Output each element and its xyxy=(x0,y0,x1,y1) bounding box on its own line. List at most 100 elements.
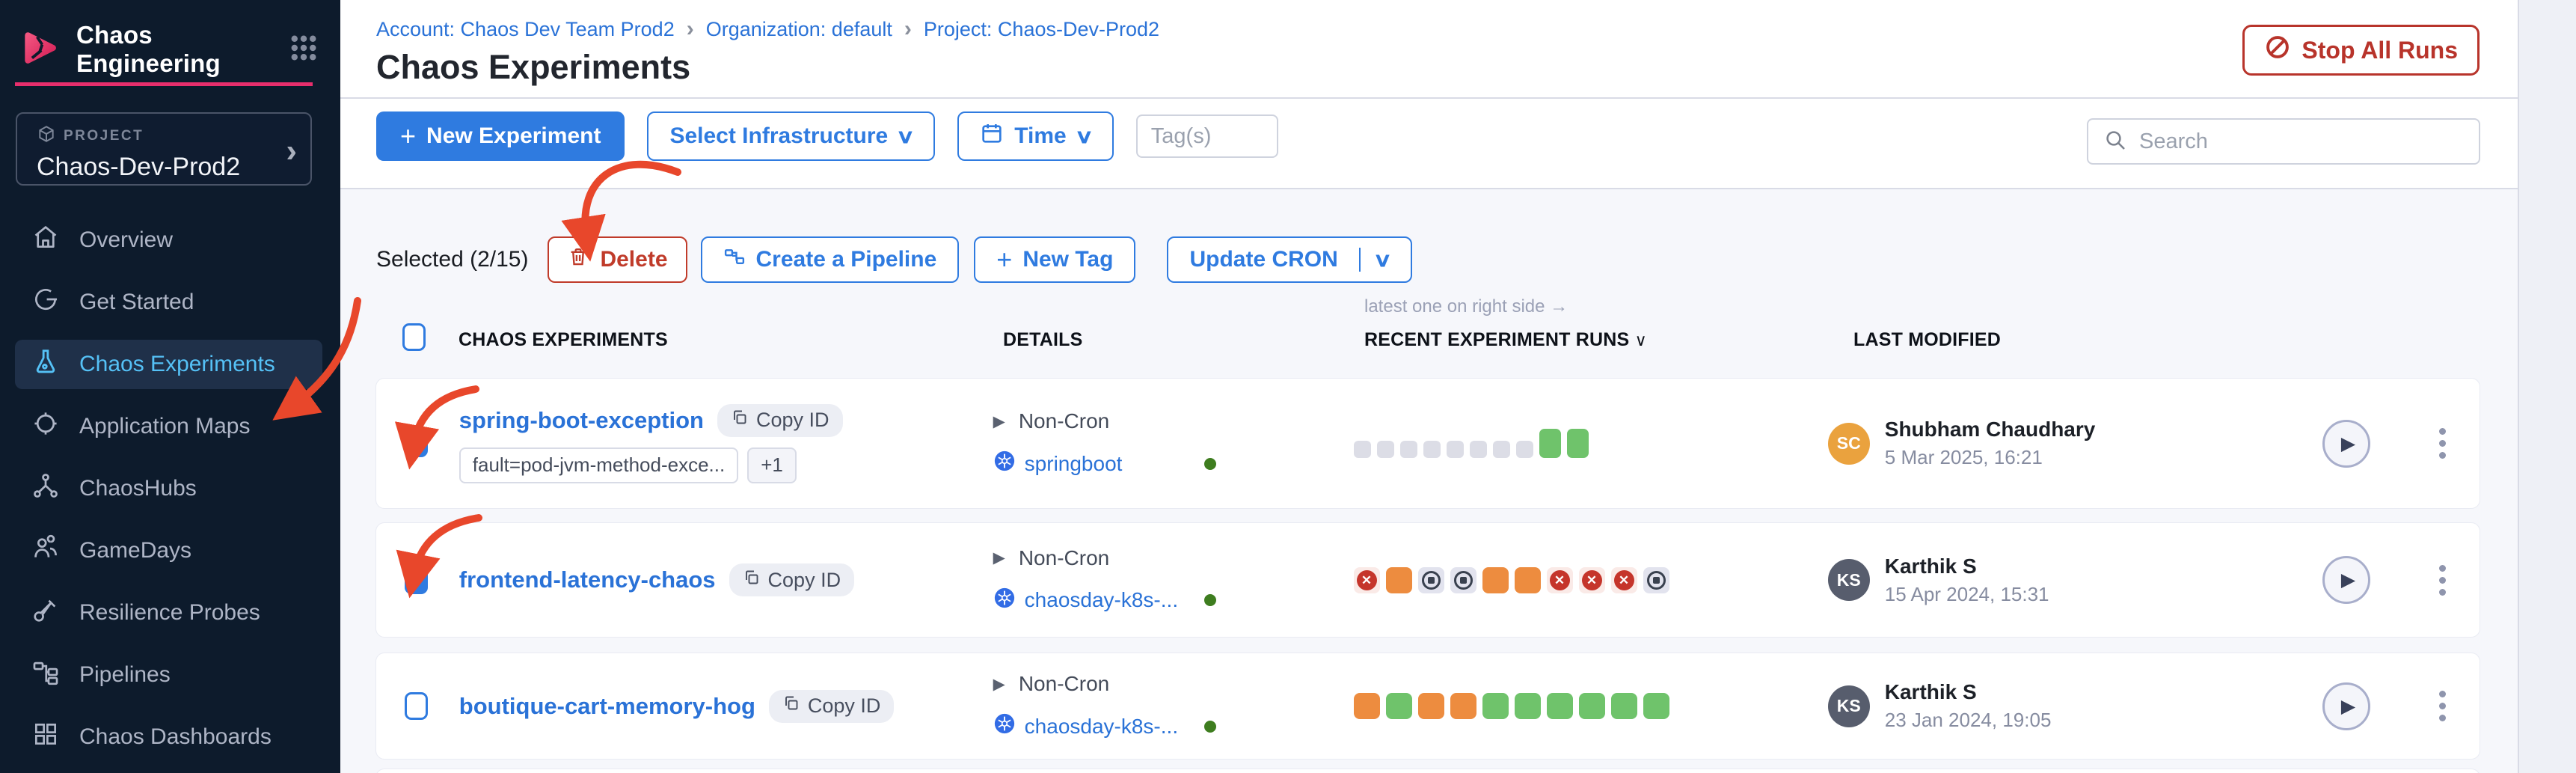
run-status-failed[interactable]: ✕ xyxy=(1578,566,1605,593)
run-status-pending[interactable] xyxy=(1446,441,1464,458)
sidebar-item-label: Application Maps xyxy=(79,414,251,439)
copy-id-button[interactable]: Copy ID xyxy=(768,689,895,723)
project-name: Chaos-Dev-Prod2 xyxy=(37,153,241,181)
sidebar-item-chaoshubs[interactable]: ChaosHubs xyxy=(15,464,322,513)
sidebar-item-label: GameDays xyxy=(79,538,192,563)
run-status-pending[interactable] xyxy=(1399,441,1417,458)
chevron-right-icon[interactable]: › xyxy=(286,132,297,169)
sidebar-item-chaos-experiments[interactable]: Chaos Experiments xyxy=(15,340,322,389)
toolbar: + New Experiment Select Infrastructure ∨… xyxy=(340,99,2518,189)
run-status-stopped[interactable] xyxy=(1643,566,1669,593)
cron-expand-icon[interactable]: ▶ xyxy=(993,412,1005,430)
probe-icon xyxy=(31,596,60,630)
run-status-pending[interactable] xyxy=(1376,441,1394,458)
run-status-failed[interactable]: ✕ xyxy=(1353,566,1380,593)
row-menu-kebab-icon[interactable] xyxy=(2433,422,2452,465)
run-status-failed[interactable]: ✕ xyxy=(1610,566,1637,593)
tags-filter-input[interactable] xyxy=(1135,114,1278,158)
run-status-error[interactable] xyxy=(1417,693,1444,719)
run-status-passed[interactable] xyxy=(1482,693,1509,719)
cron-expand-icon[interactable]: ▶ xyxy=(993,675,1005,693)
experiment-name-link[interactable]: boutique-cart-memory-hog xyxy=(459,692,755,719)
run-experiment-button[interactable]: ▶ xyxy=(2322,556,2371,604)
row-menu-kebab-icon[interactable] xyxy=(2433,559,2452,602)
run-status-passed_latest[interactable] xyxy=(1566,429,1589,458)
copy-icon xyxy=(782,694,800,718)
run-status-stopped[interactable] xyxy=(1450,566,1476,593)
infrastructure-link[interactable]: chaosday-k8s-... xyxy=(1024,588,1179,611)
run-status-error[interactable] xyxy=(1450,693,1476,719)
time-filter-dropdown[interactable]: Time ∨ xyxy=(957,111,1114,161)
more-tags-chip[interactable]: +1 xyxy=(747,447,797,483)
stop-all-runs-button[interactable]: Stop All Runs xyxy=(2242,25,2480,76)
run-status-pending[interactable] xyxy=(1423,441,1441,458)
run-status-stopped[interactable] xyxy=(1417,566,1444,593)
calendar-icon xyxy=(980,121,1004,151)
project-selector[interactable]: PROJECT Chaos-Dev-Prod2 › xyxy=(16,112,312,186)
run-status-error[interactable] xyxy=(1482,566,1509,593)
new-tag-button[interactable]: + New Tag xyxy=(974,236,1136,283)
schedule-type: Non-Cron xyxy=(1018,409,1110,433)
sidebar-item-gamedays[interactable]: GameDays xyxy=(15,526,322,575)
infrastructure-link[interactable]: chaosday-k8s-... xyxy=(1024,714,1179,738)
trash-icon xyxy=(567,245,589,274)
search-input[interactable] xyxy=(2139,129,2464,154)
infrastructure-link[interactable]: springboot xyxy=(1024,451,1123,475)
breadcrumb-organization[interactable]: Organization: default xyxy=(705,17,892,40)
sidebar-item-chaos-dashboards[interactable]: Chaos Dashboards xyxy=(15,712,322,762)
avatar: KS xyxy=(1827,559,1870,601)
run-status-passed_latest[interactable] xyxy=(1539,429,1561,458)
delete-label: Delete xyxy=(600,247,668,272)
row-checkbox[interactable] xyxy=(405,692,428,720)
run-status-error[interactable] xyxy=(1385,566,1412,593)
module-grid-icon[interactable] xyxy=(288,32,319,67)
delete-button[interactable]: Delete xyxy=(548,236,687,283)
create-pipeline-button[interactable]: Create a Pipeline xyxy=(700,236,960,283)
table-row-partial xyxy=(375,769,2480,773)
prohibit-icon xyxy=(2264,34,2291,67)
sidebar-item-resilience-probes[interactable]: Resilience Probes xyxy=(15,588,322,638)
run-status-passed[interactable] xyxy=(1643,693,1669,719)
update-cron-label: Update CRON xyxy=(1189,247,1338,272)
run-status-pending[interactable] xyxy=(1515,441,1533,458)
sidebar-item-get-started[interactable]: Get Started xyxy=(15,278,322,327)
select-all-checkbox[interactable] xyxy=(402,323,426,351)
row-checkbox[interactable]: ✓ xyxy=(405,566,428,594)
run-status-passed[interactable] xyxy=(1610,693,1637,719)
experiment-name-link[interactable]: spring-boot-exception xyxy=(459,406,704,433)
sidebar-item-application-maps[interactable]: Application Maps xyxy=(15,402,322,451)
sidebar-item-overview[interactable]: Overview xyxy=(15,216,322,265)
run-status-passed[interactable] xyxy=(1385,693,1412,719)
run-status-passed[interactable] xyxy=(1546,693,1573,719)
run-experiment-button[interactable]: ▶ xyxy=(2322,682,2371,730)
time-filter-label: Time xyxy=(1014,123,1067,148)
experiment-name-link[interactable]: frontend-latency-chaos xyxy=(459,566,716,593)
select-infrastructure-dropdown[interactable]: Select Infrastructure ∨ xyxy=(647,111,936,161)
sidebar-item-label: ChaosHubs xyxy=(79,476,197,501)
sidebar-item-pipelines[interactable]: Pipelines xyxy=(15,650,322,700)
row-checkbox[interactable]: ✓ xyxy=(405,430,428,457)
row-menu-kebab-icon[interactable] xyxy=(2433,685,2452,727)
run-status-pending[interactable] xyxy=(1469,441,1487,458)
run-status-passed[interactable] xyxy=(1578,693,1605,719)
breadcrumb-account[interactable]: Account: Chaos Dev Team Prod2 xyxy=(376,17,675,40)
run-experiment-button[interactable]: ▶ xyxy=(2322,419,2371,468)
schedule-type: Non-Cron xyxy=(1018,672,1110,695)
run-status-pending[interactable] xyxy=(1492,441,1510,458)
new-experiment-button[interactable]: + New Experiment xyxy=(376,111,625,161)
run-status-pending[interactable] xyxy=(1353,441,1371,458)
copy-id-button[interactable]: Copy ID xyxy=(717,403,843,437)
update-cron-split-button[interactable]: Update CRON ∨ xyxy=(1167,236,1412,283)
column-header-experiments: CHAOS EXPERIMENTS xyxy=(459,329,668,350)
modified-date: 15 Apr 2024, 15:31 xyxy=(1884,582,2049,605)
column-header-recent-runs[interactable]: RECENT EXPERIMENT RUNS ∨ xyxy=(1364,329,1647,350)
run-status-error[interactable] xyxy=(1353,693,1380,719)
copy-id-button[interactable]: Copy ID xyxy=(729,563,855,596)
sidebar-nav: Overview Get Started Chaos Experiments A… xyxy=(0,216,340,762)
run-status-passed[interactable] xyxy=(1514,693,1541,719)
cron-expand-icon[interactable]: ▶ xyxy=(993,549,1005,566)
run-status-error[interactable] xyxy=(1514,566,1541,593)
breadcrumb-project[interactable]: Project: Chaos-Dev-Prod2 xyxy=(923,17,1160,40)
scrollbar-gutter[interactable] xyxy=(2518,0,2576,773)
run-status-failed[interactable]: ✕ xyxy=(1546,566,1573,593)
